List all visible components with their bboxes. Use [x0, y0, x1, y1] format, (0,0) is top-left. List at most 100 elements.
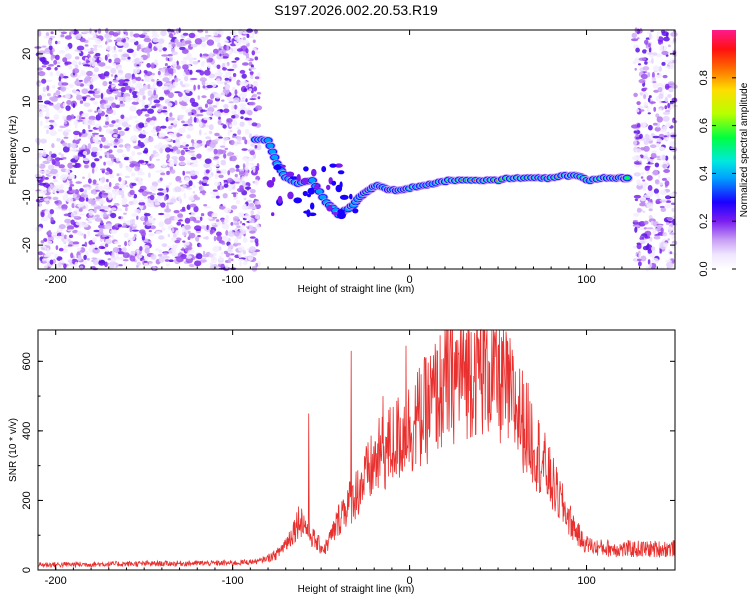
noise-blob [654, 126, 661, 132]
noise-blob [218, 261, 224, 265]
noise-blob [141, 130, 149, 135]
noise-blob [174, 39, 179, 44]
noise-blob [241, 175, 245, 181]
noise-blob [164, 63, 168, 67]
noise-blob [77, 255, 81, 261]
noise-blob [185, 89, 190, 94]
noise-blob [35, 176, 44, 179]
noise-blob [129, 88, 132, 94]
noise-blob [93, 229, 100, 233]
noise-blob [186, 182, 190, 186]
noise-blob [166, 204, 169, 211]
noise-blob [107, 208, 110, 213]
noise-blob [63, 136, 69, 139]
noise-blob [67, 259, 73, 263]
noise-blob [191, 211, 196, 217]
noise-blob [234, 230, 240, 237]
noise-blob [51, 231, 58, 238]
noise-blob [55, 54, 60, 61]
signal-blob [331, 180, 337, 186]
noise-blob [222, 219, 229, 224]
noise-blob [38, 95, 42, 101]
noise-blob [246, 199, 252, 203]
noise-blob [141, 190, 149, 197]
noise-blob [82, 157, 90, 162]
noise-blob [44, 177, 49, 180]
signal-blob [352, 208, 359, 214]
noise-blob [227, 185, 233, 192]
noise-blob [142, 95, 146, 100]
noise-blob [182, 141, 187, 146]
noise-blob [106, 153, 110, 159]
noise-blob [142, 150, 148, 154]
noise-blob [154, 198, 158, 204]
noise-blob [242, 180, 246, 187]
noise-blob [249, 150, 255, 156]
noise-blob [164, 208, 172, 213]
noise-blob [162, 47, 167, 52]
noise-blob [124, 96, 132, 103]
noise-blob [64, 61, 72, 65]
noise-blob [91, 146, 99, 153]
noise-blob [76, 230, 83, 236]
noise-blob [649, 101, 656, 104]
noise-blob [76, 74, 81, 79]
noise-blob [42, 60, 50, 65]
noise-blob [257, 96, 261, 100]
noise-blob [216, 78, 221, 82]
noise-blob [241, 224, 245, 229]
noise-blob [83, 102, 91, 107]
noise-blob [212, 246, 220, 252]
noise-blob [636, 101, 641, 106]
noise-blob [42, 86, 47, 92]
noise-blob [169, 74, 172, 80]
noise-blob [228, 101, 234, 104]
noise-blob [107, 262, 110, 265]
noise-blob [219, 149, 227, 154]
noise-blob [148, 42, 153, 49]
noise-blob [236, 127, 240, 130]
noise-blob [72, 241, 80, 245]
noise-blob [187, 125, 194, 132]
noise-blob [660, 227, 664, 233]
noise-blob [229, 167, 236, 173]
noise-blob [108, 58, 112, 63]
noise-blob [41, 209, 45, 212]
noise-blob [187, 111, 192, 116]
noise-blob [106, 178, 109, 183]
noise-blob [163, 252, 168, 256]
noise-blob [183, 71, 186, 77]
noise-blob [241, 97, 245, 100]
noise-blob [172, 81, 179, 87]
noise-blob [249, 147, 253, 151]
noise-blob [105, 160, 113, 165]
noise-blob [254, 144, 258, 149]
noise-blob [208, 130, 213, 135]
noise-blob [100, 92, 104, 100]
noise-blob [139, 246, 143, 251]
signal-blob [293, 197, 303, 204]
noise-blob [125, 185, 129, 187]
noise-blob [639, 202, 647, 207]
noise-blob [168, 41, 175, 45]
signal-blob [301, 177, 309, 185]
noise-blob [643, 101, 648, 108]
snr-x-tick-label: 0 [407, 575, 413, 587]
noise-blob [669, 251, 673, 255]
noise-blob [633, 155, 641, 161]
noise-blob [223, 108, 230, 114]
noise-blob [177, 114, 185, 117]
noise-blob [102, 234, 107, 238]
noise-blob [42, 252, 45, 256]
noise-blob [136, 64, 140, 67]
noise-blob [254, 214, 260, 220]
noise-blob [202, 139, 206, 146]
noise-blob [224, 147, 229, 151]
noise-blob [242, 62, 249, 66]
noise-blob [93, 44, 98, 47]
noise-blob [107, 143, 113, 147]
noise-blob [92, 247, 100, 254]
noise-blob [47, 240, 53, 245]
noise-blob [47, 212, 53, 219]
noise-blob [59, 183, 64, 190]
